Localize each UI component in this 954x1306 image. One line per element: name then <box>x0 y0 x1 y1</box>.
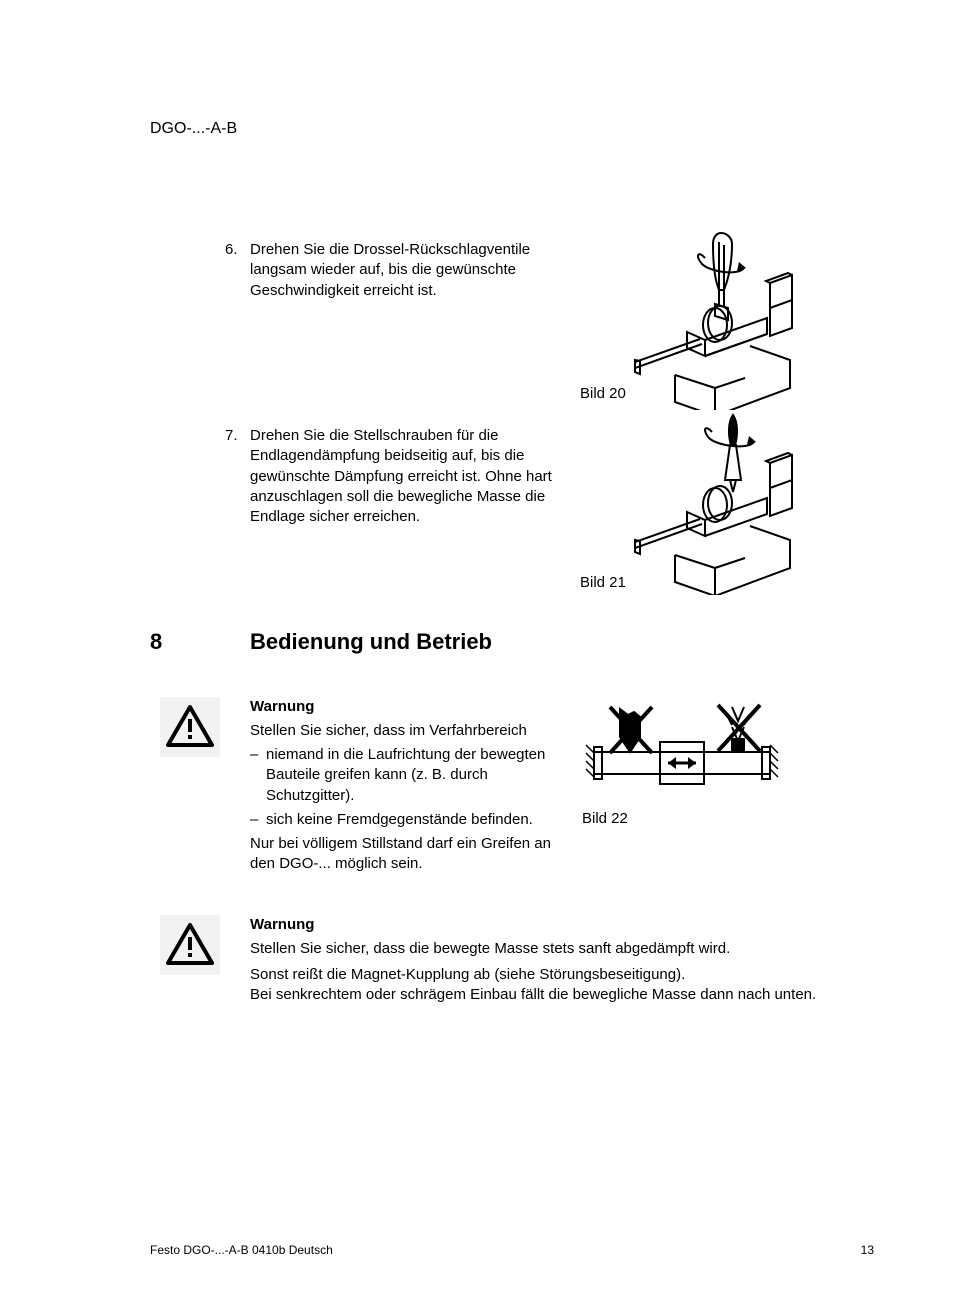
warning-block-2: Warnung Stellen Sie sicher, dass die bew… <box>160 915 874 1006</box>
warning-icon <box>160 697 220 757</box>
step-text: Drehen Sie die Stellschrauben für die En… <box>250 427 552 525</box>
footer-text: Festo DGO-...-A-B 0410b Deutsch <box>150 1242 333 1258</box>
figure-20-illustration <box>620 230 805 410</box>
step-text: Drehen Sie die Drossel-Rückschlagventile… <box>250 241 530 299</box>
figure-22-caption: Bild 22 <box>582 809 782 829</box>
page-footer: Festo DGO-...-A-B 0410b Deutsch 13 <box>150 1242 874 1258</box>
warning-text: Bei senkrechtem oder schrägem Einbau fäl… <box>250 985 874 1005</box>
section-number: 8 <box>150 627 250 657</box>
figure-21-caption: Bild 21 <box>580 573 626 593</box>
warning-bullet: sich keine Fremdgegenstände befinden. <box>250 810 560 830</box>
section-title: Bedienung und Betrieb <box>250 627 492 657</box>
warning-icon <box>160 915 220 975</box>
warning-title: Warnung <box>250 915 874 935</box>
page-number: 13 <box>861 1242 874 1258</box>
warning-text: Stellen Sie sicher, dass die bewegte Mas… <box>250 939 874 959</box>
step-number: 7. <box>225 426 238 446</box>
figure-22-illustration <box>582 697 782 807</box>
warning-text: Nur bei völligem Stillstand darf ein Gre… <box>250 834 560 875</box>
warning-text: Sonst reißt die Magnet-Kupplung ab (sieh… <box>250 965 874 985</box>
warning-block-1: Warnung Stellen Sie sicher, dass im Verf… <box>160 697 874 875</box>
step-number: 6. <box>225 240 238 260</box>
warning-title: Warnung <box>250 697 560 717</box>
warning-bullet: niemand in die Laufrichtung der beweg­te… <box>250 745 560 806</box>
figure-21-illustration <box>620 410 805 595</box>
step-6-row: 6. Drehen Sie die Drossel-Rückschlagvent… <box>150 240 874 410</box>
warning-text: Stellen Sie sicher, dass im Verfahrberei… <box>250 721 560 741</box>
step-7-row: 7. Drehen Sie die Stellschrauben für die… <box>150 420 874 595</box>
page-header: DGO-...-A-B <box>150 118 237 140</box>
figure-20-caption: Bild 20 <box>580 384 626 404</box>
section-8-heading: 8 Bedienung und Betrieb <box>150 627 874 657</box>
